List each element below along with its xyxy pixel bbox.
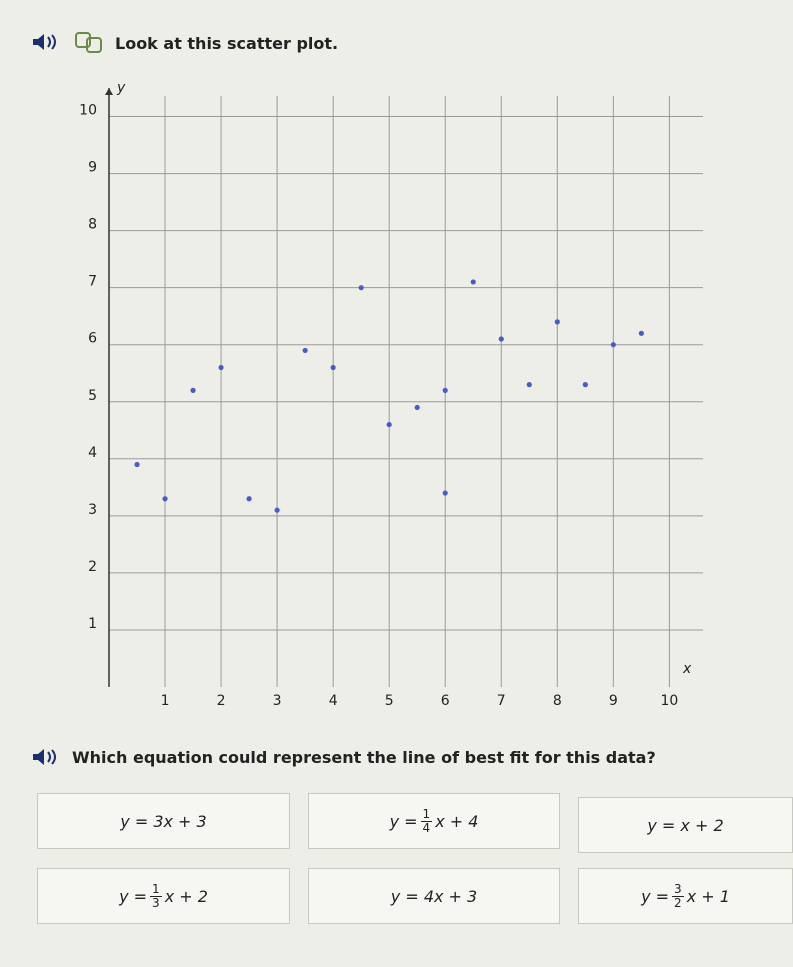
equation-prefix: y =	[641, 886, 670, 906]
data-point	[442, 387, 448, 393]
data-point	[442, 490, 448, 496]
data-point	[610, 342, 616, 348]
data-point	[274, 507, 280, 513]
denominator: 2	[674, 895, 682, 910]
data-point	[162, 496, 168, 502]
numerator: 3	[672, 881, 684, 897]
y-tick-label: 9	[88, 160, 97, 176]
question: Which equation could represent the line …	[72, 748, 656, 767]
x-tick-label: 6	[441, 693, 450, 709]
prompt: Look at this scatter plot.	[115, 34, 339, 53]
audio-button[interactable]	[30, 747, 58, 767]
audio-button[interactable]	[30, 32, 58, 52]
equation: y = x + 2	[647, 815, 724, 835]
x-tick-label: 1	[161, 693, 170, 709]
x-tick-label: 8	[553, 693, 562, 709]
data-point	[246, 496, 252, 502]
data-point	[358, 285, 364, 291]
y-axis-arrow	[105, 88, 113, 95]
scatter-chart: 1 2 3 4 5 6 7 8 9 10 1 2 3 4 5 6 7 8 9 10 y x	[79, 80, 703, 709]
y-tick-label: 10	[79, 103, 97, 119]
data-point	[302, 347, 308, 354]
denominator: 3	[152, 895, 160, 910]
equation: y = 3x + 3	[120, 811, 207, 831]
equation-prefix: y =	[389, 811, 418, 831]
equation-prefix: y =	[119, 886, 148, 906]
x-tick-label: 10	[660, 693, 678, 709]
x-tick-label: 3	[273, 693, 282, 709]
x-tick-label: 7	[497, 693, 506, 709]
answer-choice[interactable]: y = 3x + 3	[37, 793, 290, 849]
data-point	[554, 319, 560, 325]
numerator: 1	[150, 881, 162, 897]
data-point	[470, 279, 476, 285]
answer-choice[interactable]: y = 1 3 x + 2	[37, 868, 290, 924]
answer-choice[interactable]: y = 1 4 x + 4	[308, 793, 560, 849]
data-point	[386, 421, 392, 428]
translate-icon[interactable]	[74, 30, 104, 54]
equation-suffix: x + 4	[435, 811, 479, 831]
data-point	[498, 336, 504, 342]
y-tick-label: 8	[88, 217, 97, 233]
x-tick-label: 9	[609, 693, 618, 709]
y-tick-label: 4	[88, 445, 97, 461]
y-tick-label: 2	[88, 559, 97, 575]
equation-suffix: x + 1	[686, 886, 730, 906]
answer-choice[interactable]: y = x + 2	[578, 797, 793, 853]
data-point	[582, 382, 588, 388]
y-tick-label: 3	[88, 502, 97, 518]
data-point	[638, 330, 644, 336]
y-tick-label: 7	[88, 274, 97, 290]
data-point	[526, 382, 532, 388]
data-point	[134, 461, 140, 468]
x-tick-label: 5	[385, 693, 394, 709]
y-axis-label: y	[116, 80, 126, 96]
denominator: 4	[422, 820, 431, 835]
answer-choice[interactable]: y = 3 2 x + 1	[578, 868, 793, 924]
data-point	[330, 364, 336, 371]
answer-choice[interactable]: y = 4x + 3	[308, 868, 560, 924]
y-tick-label: 6	[88, 331, 97, 347]
x-axis-label: x	[682, 661, 692, 677]
data-point	[218, 364, 224, 371]
y-tick-label: 1	[88, 616, 97, 632]
data-point	[414, 404, 420, 411]
numerator: 1	[420, 806, 433, 822]
y-tick-label: 5	[88, 388, 97, 404]
equation-suffix: x + 2	[164, 886, 208, 906]
x-tick-label: 4	[329, 693, 338, 709]
data-point	[190, 387, 196, 393]
equation: y = 4x + 3	[390, 886, 478, 906]
x-tick-label: 2	[217, 693, 226, 709]
